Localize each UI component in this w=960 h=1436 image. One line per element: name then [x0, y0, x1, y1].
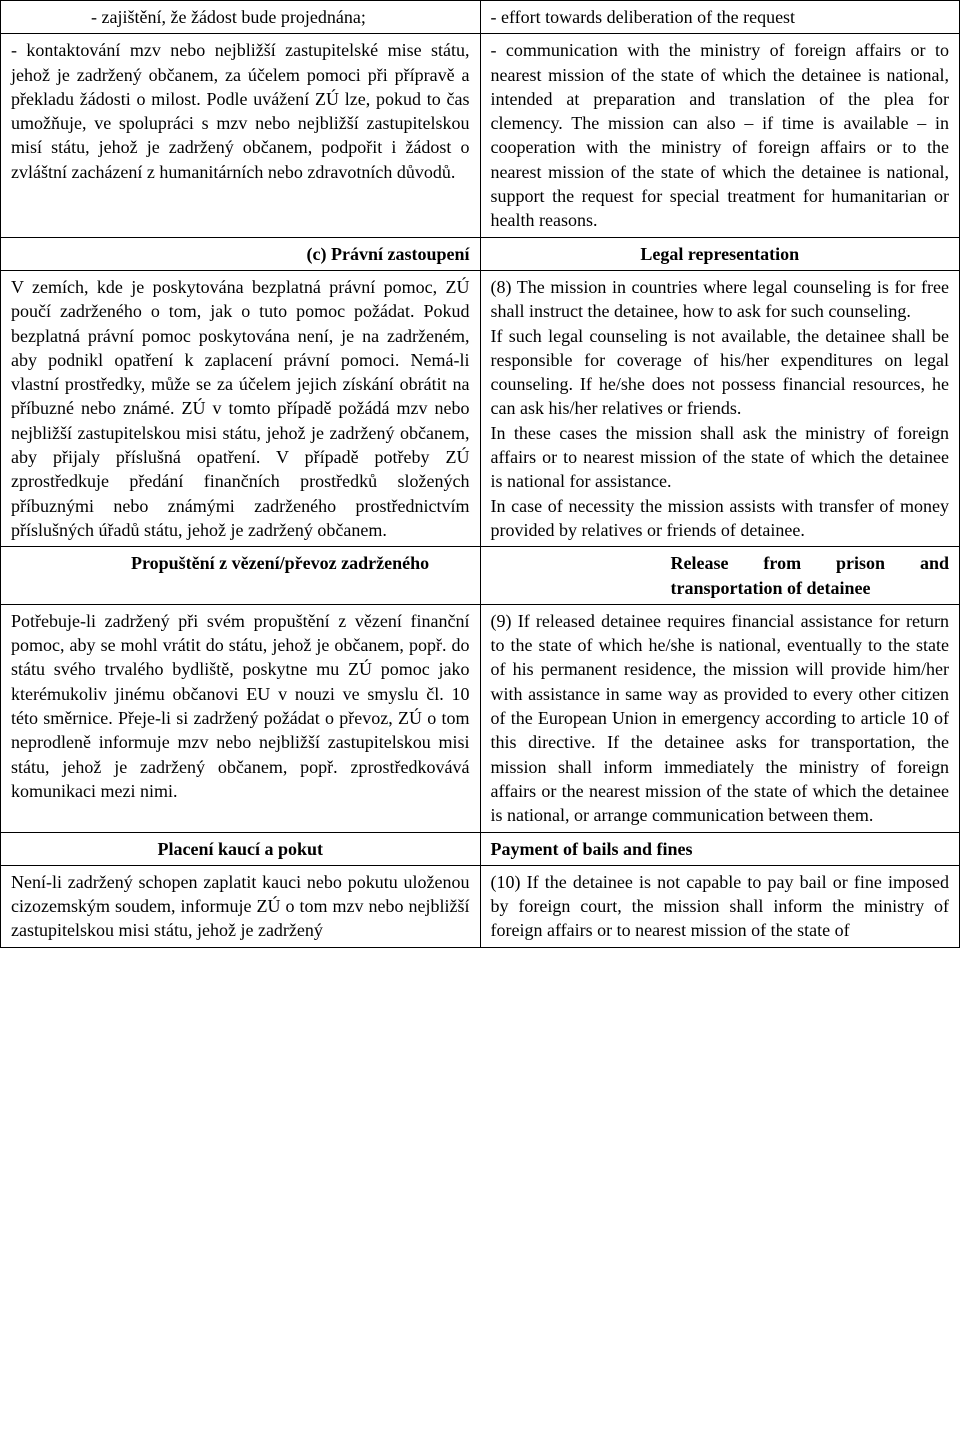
- heading: Placení kaucí a pokut: [157, 839, 323, 859]
- cell-left-heading: Placení kaucí a pokut: [1, 832, 481, 865]
- cell-left: Není-li zadržený schopen zaplatit kauci …: [1, 865, 481, 947]
- paragraph: (10) If the detainee is not capable to p…: [491, 870, 950, 943]
- paragraph: V zemích, kde je poskytována bezplatná p…: [11, 275, 470, 542]
- table-row: - zajištění, že žádost bude projednána; …: [1, 1, 960, 34]
- table-row: - kontaktování mzv nebo nejbližší zastup…: [1, 34, 960, 237]
- heading: Propuštění z vězení/převoz zadrženého: [11, 551, 470, 575]
- paragraph: Není-li zadržený schopen zaplatit kauci …: [11, 870, 470, 943]
- cell-right: - effort towards deliberation of the req…: [480, 1, 960, 34]
- table-row: Není-li zadržený schopen zaplatit kauci …: [1, 865, 960, 947]
- cell-right-heading: Payment of bails and fines: [480, 832, 960, 865]
- heading: Release from prison and transportation o…: [491, 551, 950, 600]
- cell-left-heading: Propuštění z vězení/převoz zadrženého: [1, 547, 481, 605]
- cell-left: - kontaktování mzv nebo nejbližší zastup…: [1, 34, 481, 237]
- cell-right: (9) If released detainee requires financ…: [480, 604, 960, 832]
- cell-right: (8) The mission in countries where legal…: [480, 270, 960, 546]
- cell-left: Potřebuje-li zadržený při svém propuštěn…: [1, 604, 481, 832]
- paragraph: - communication with the ministry of for…: [491, 38, 950, 232]
- cell-left-heading: (c) Právní zastoupení: [1, 237, 481, 270]
- heading: Payment of bails and fines: [491, 839, 693, 859]
- paragraph: If such legal counseling is not availabl…: [491, 324, 950, 421]
- table-row: V zemích, kde je poskytována bezplatná p…: [1, 270, 960, 546]
- paragraph: (8) The mission in countries where legal…: [491, 275, 950, 324]
- paragraph: Potřebuje-li zadržený při svém propuštěn…: [11, 609, 470, 803]
- heading: Legal representation: [640, 244, 799, 264]
- paragraph: - kontaktování mzv nebo nejbližší zastup…: [11, 38, 470, 184]
- table-row: Placení kaucí a pokut Payment of bails a…: [1, 832, 960, 865]
- paragraph: - effort towards deliberation of the req…: [491, 5, 950, 29]
- table-row: (c) Právní zastoupení Legal representati…: [1, 237, 960, 270]
- paragraph: In these cases the mission shall ask the…: [491, 421, 950, 494]
- cell-left: - zajištění, že žádost bude projednána;: [1, 1, 481, 34]
- paragraph: - zajištění, že žádost bude projednána;: [91, 5, 470, 29]
- cell-left: V zemích, kde je poskytována bezplatná p…: [1, 270, 481, 546]
- paragraph: (9) If released detainee requires financ…: [491, 609, 950, 828]
- cell-right-heading: Release from prison and transportation o…: [480, 547, 960, 605]
- cell-right: - communication with the ministry of for…: [480, 34, 960, 237]
- heading: (c) Právní zastoupení: [307, 244, 470, 264]
- paragraph: In case of necessity the mission assists…: [491, 494, 950, 543]
- table-row: Propuštění z vězení/převoz zadrženého Re…: [1, 547, 960, 605]
- table-row: Potřebuje-li zadržený při svém propuštěn…: [1, 604, 960, 832]
- cell-right-heading: Legal representation: [480, 237, 960, 270]
- bilingual-table: - zajištění, že žádost bude projednána; …: [0, 0, 960, 948]
- cell-right: (10) If the detainee is not capable to p…: [480, 865, 960, 947]
